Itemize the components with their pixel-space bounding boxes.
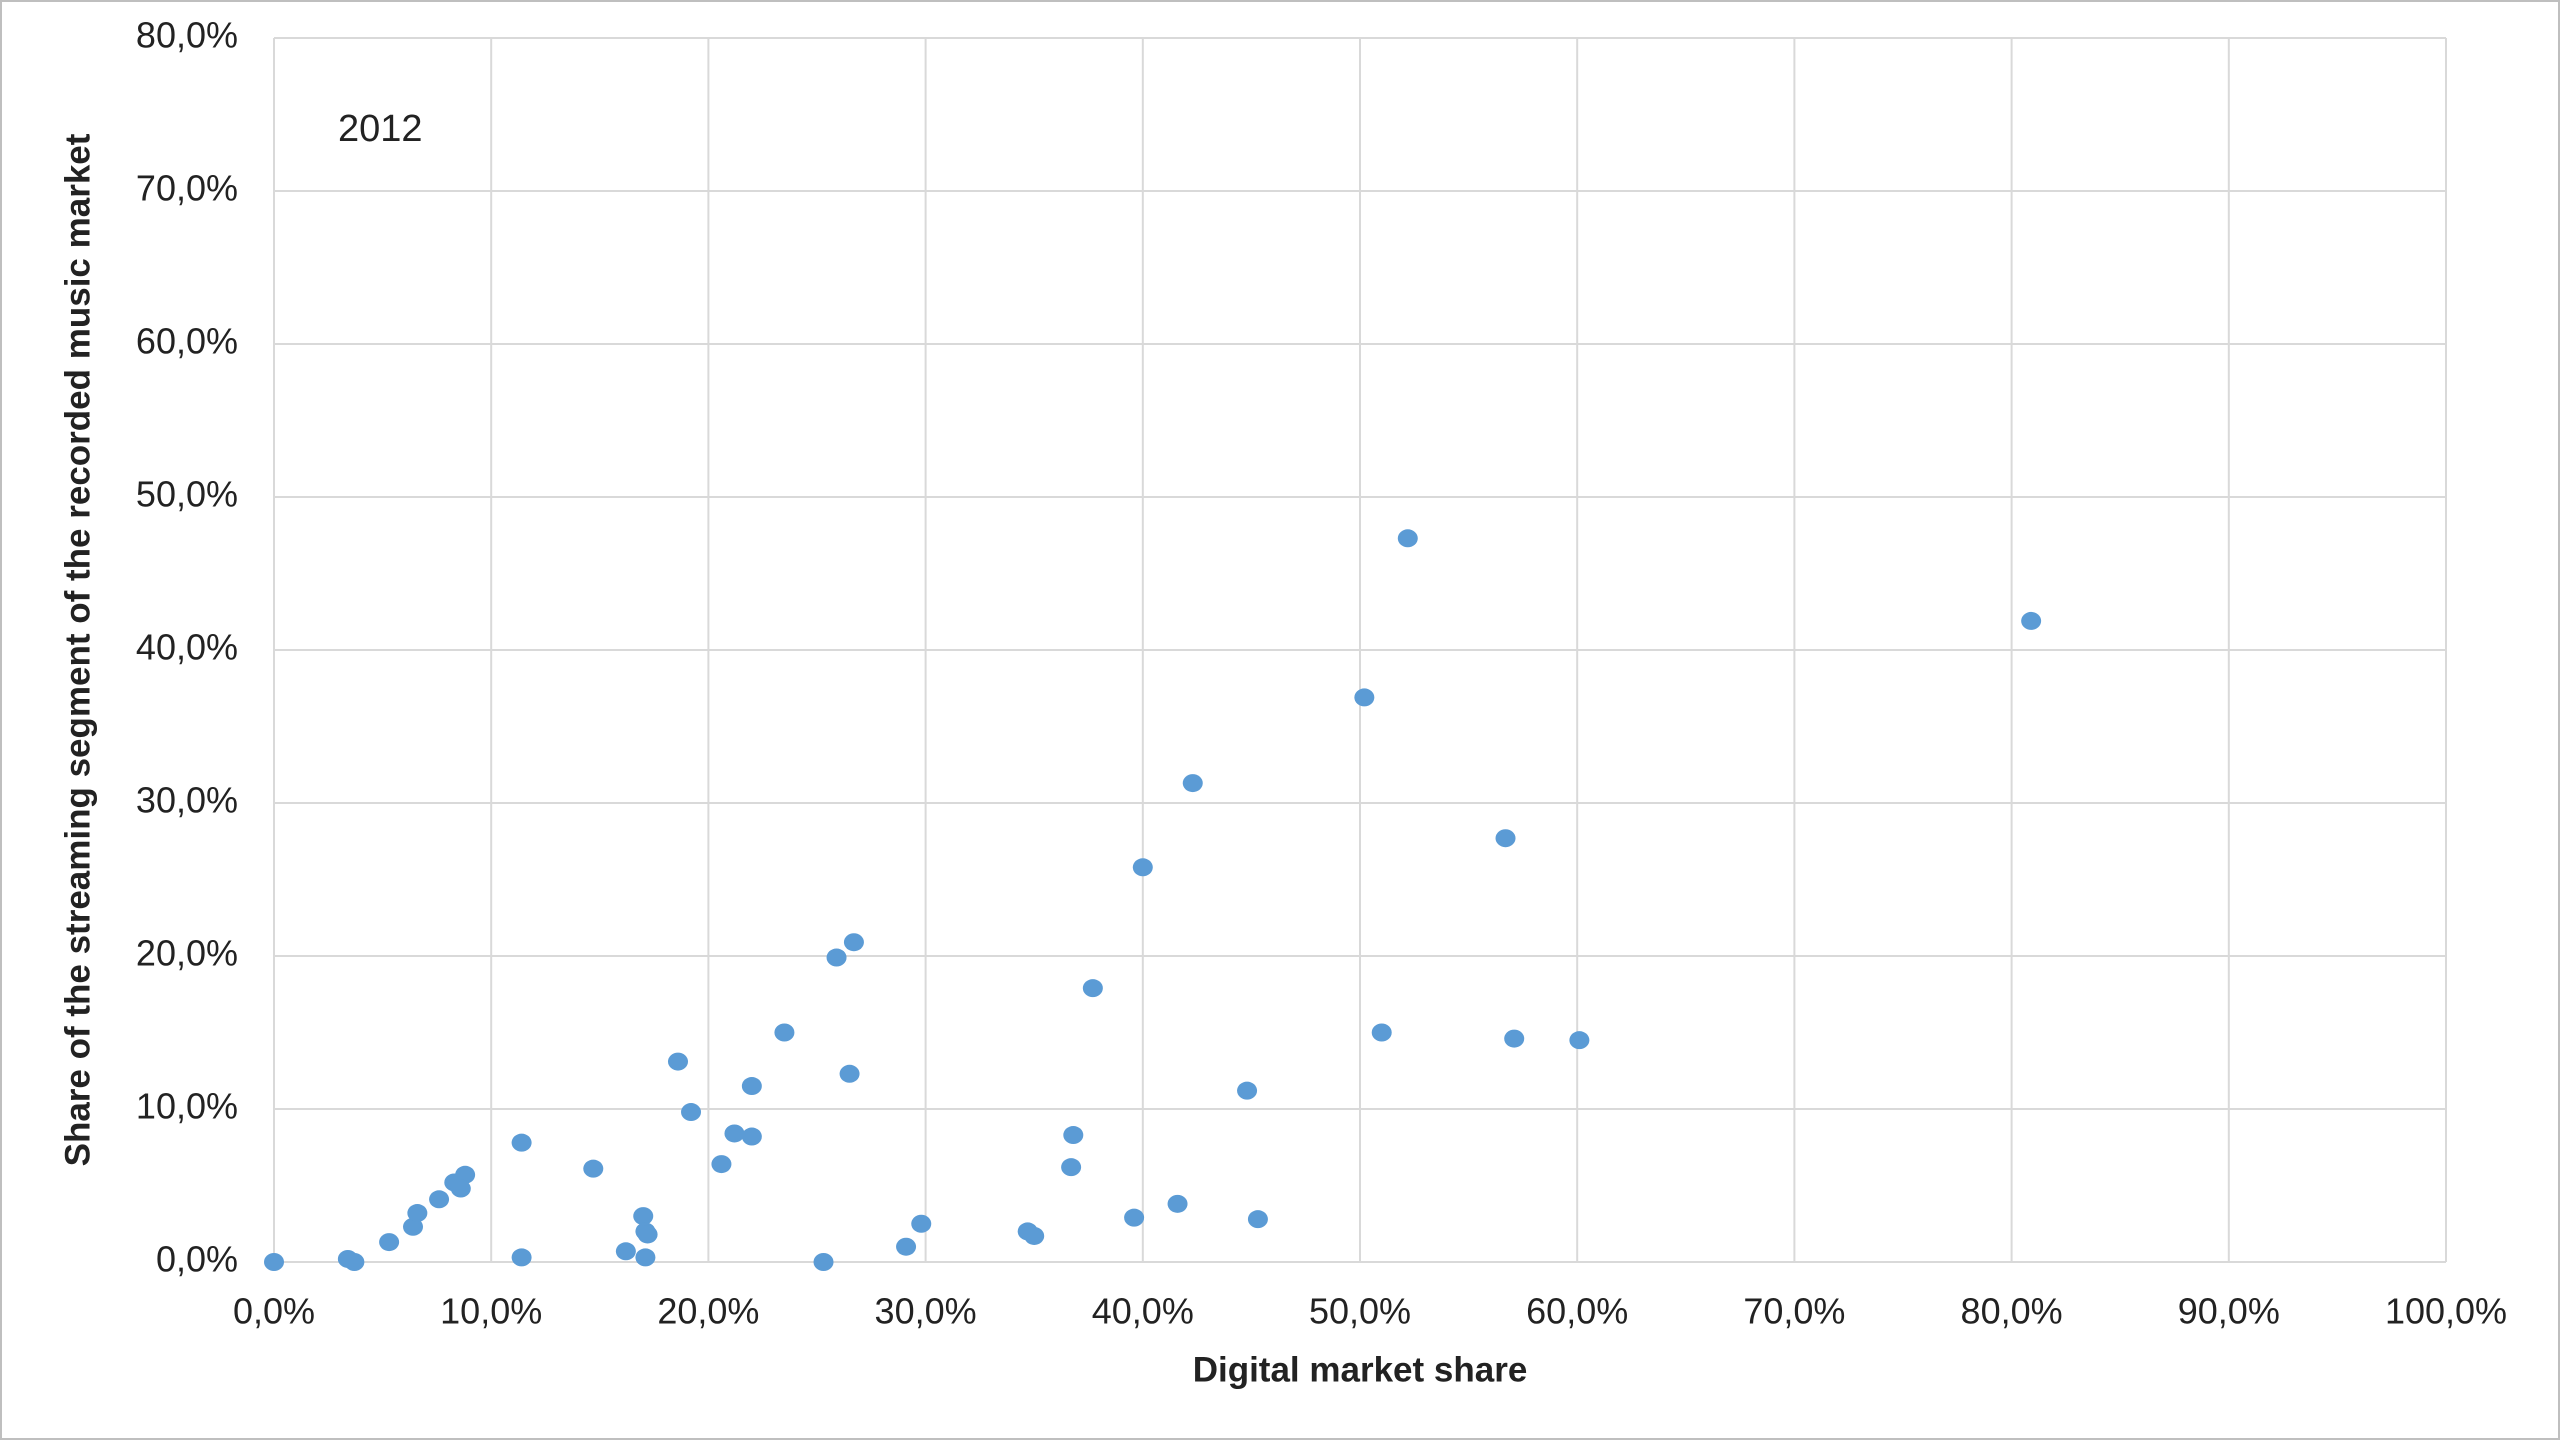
point <box>615 1242 636 1261</box>
y-tick-label: 70,0% <box>136 168 238 209</box>
x-tick-label: 20,0% <box>657 1291 759 1332</box>
x-tick-label: 0,0% <box>233 1291 315 1332</box>
point <box>1124 1208 1145 1227</box>
annotation: 2012 <box>338 108 423 150</box>
point <box>1063 1126 1084 1145</box>
point <box>1247 1210 1268 1229</box>
point <box>843 933 864 952</box>
y-tick-label: 30,0% <box>136 780 238 821</box>
point <box>1569 1031 1590 1050</box>
x-tick-label: 70,0% <box>1743 1291 1845 1332</box>
point <box>583 1159 604 1178</box>
point <box>667 1052 688 1071</box>
point <box>511 1248 532 1267</box>
x-tick-label: 30,0% <box>875 1291 977 1332</box>
y-tick-label: 60,0% <box>136 321 238 362</box>
point <box>1504 1029 1525 1048</box>
point <box>826 948 847 967</box>
point <box>896 1237 917 1256</box>
y-tick-label: 50,0% <box>136 474 238 515</box>
point <box>344 1253 365 1271</box>
x-tick-label: 80,0% <box>1961 1291 2063 1332</box>
point <box>635 1248 656 1267</box>
point <box>774 1023 795 1042</box>
point <box>1167 1194 1188 1213</box>
point <box>633 1207 654 1226</box>
point <box>455 1165 476 1184</box>
x-tick-label: 50,0% <box>1309 1291 1411 1332</box>
point <box>741 1127 762 1146</box>
x-tick-label: 10,0% <box>440 1291 542 1332</box>
point <box>741 1077 762 1096</box>
y-axis-title: Share of the streaming segment of the re… <box>58 133 97 1166</box>
point <box>1082 979 1103 998</box>
point <box>711 1155 732 1174</box>
y-tick-label: 40,0% <box>136 627 238 668</box>
point <box>1495 829 1516 848</box>
point <box>911 1214 932 1233</box>
x-axis-title: Digital market share <box>1193 1350 1528 1389</box>
point <box>379 1233 400 1252</box>
point <box>403 1217 424 1236</box>
point <box>637 1225 658 1244</box>
x-tick-label: 90,0% <box>2178 1291 2280 1332</box>
point <box>1182 774 1203 793</box>
point <box>681 1103 702 1122</box>
y-tick-label: 80,0% <box>136 15 238 56</box>
point <box>450 1179 471 1198</box>
y-tick-label: 20,0% <box>136 933 238 974</box>
x-tick-label: 100,0% <box>2385 1291 2507 1332</box>
x-tick-label: 60,0% <box>1526 1291 1628 1332</box>
point <box>1397 529 1418 548</box>
point <box>1024 1226 1045 1245</box>
point <box>724 1124 745 1143</box>
y-tick-label: 10,0% <box>136 1086 238 1127</box>
y-tick-label: 0,0% <box>156 1239 238 1280</box>
point <box>1354 688 1375 707</box>
point <box>839 1064 860 1083</box>
point <box>429 1190 450 1209</box>
point <box>813 1253 834 1271</box>
point <box>2021 611 2042 630</box>
point <box>1371 1023 1392 1042</box>
point <box>1061 1158 1082 1177</box>
point <box>511 1133 532 1152</box>
point <box>1237 1081 1258 1100</box>
point <box>264 1253 284 1271</box>
point <box>407 1204 428 1223</box>
x-tick-label: 40,0% <box>1092 1291 1194 1332</box>
point <box>1132 858 1153 877</box>
